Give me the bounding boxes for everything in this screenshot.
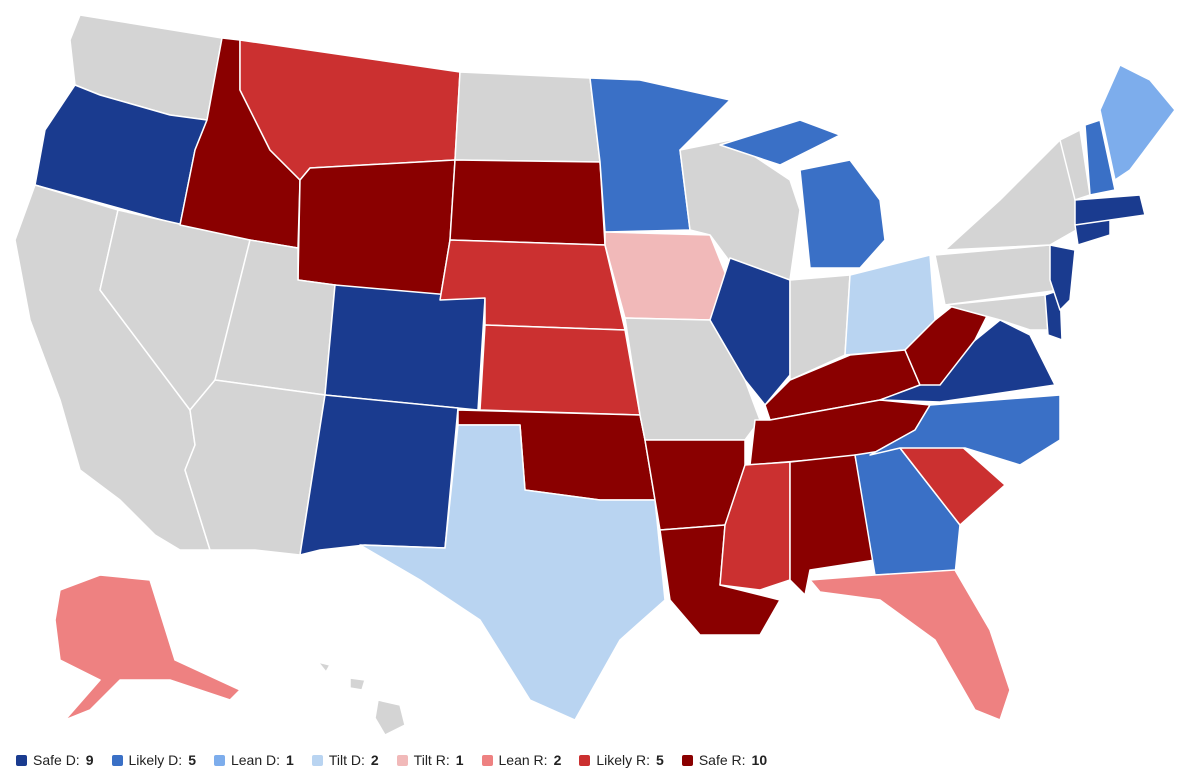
legend-swatch [311,754,323,766]
state [1084,119,1116,196]
legend-count: 1 [286,752,294,768]
state [604,231,731,321]
legend-item: Lean D: 1 [213,752,294,768]
legend-item: Safe D: 9 [16,752,94,768]
legend-swatch [396,754,408,766]
legend-swatch [481,754,493,766]
legend-item: Lean R: 2 [481,752,562,768]
legend-label: Lean D: [230,752,281,768]
us-map [14,14,1176,736]
state [1049,244,1076,311]
legend-label: Tilt R: [413,752,450,768]
state [454,71,601,163]
legend-item: Safe R: 10 [681,752,768,768]
legend-count: 9 [85,752,94,768]
state [1099,64,1176,181]
state [1074,194,1146,226]
legend-label: Lean R: [498,752,548,768]
legend-label: Safe R: [698,752,746,768]
state [719,119,841,166]
legend-swatch [111,754,123,766]
legend-count: 5 [188,752,196,768]
legend-count: 5 [656,752,664,768]
legend-label: Tilt D: [328,752,365,768]
legend-swatch [579,754,591,766]
legend: Safe D: 9 Likely D: 5 Lean D: 1 Tilt D: 2 Tilt R… [16,752,767,768]
state [809,569,1011,721]
legend-item: Tilt R: 1 [396,752,464,768]
legend-item: Tilt D: 2 [311,752,379,768]
legend-item: Likely R: 5 [579,752,664,768]
state [349,677,366,691]
state [54,574,241,721]
state [479,324,641,416]
state [799,159,886,269]
legend-swatch [681,754,693,766]
state [297,159,456,301]
legend-count: 1 [455,752,464,768]
state [944,294,1051,331]
legend-label: Likely R: [596,752,651,768]
state [317,661,331,673]
legend-label: Likely D: [128,752,183,768]
legend-item: Likely D: 5 [111,752,196,768]
state [324,284,486,411]
legend-label: Safe D: [33,752,80,768]
legend-count: 2 [553,752,562,768]
legend-count: 10 [751,752,768,768]
state [359,424,666,721]
state [904,299,991,386]
state [449,159,606,246]
state [299,394,459,556]
legend-swatch [213,754,225,766]
legend-count: 2 [370,752,379,768]
state [374,699,406,736]
legend-swatch [16,754,27,766]
state [869,394,1061,466]
